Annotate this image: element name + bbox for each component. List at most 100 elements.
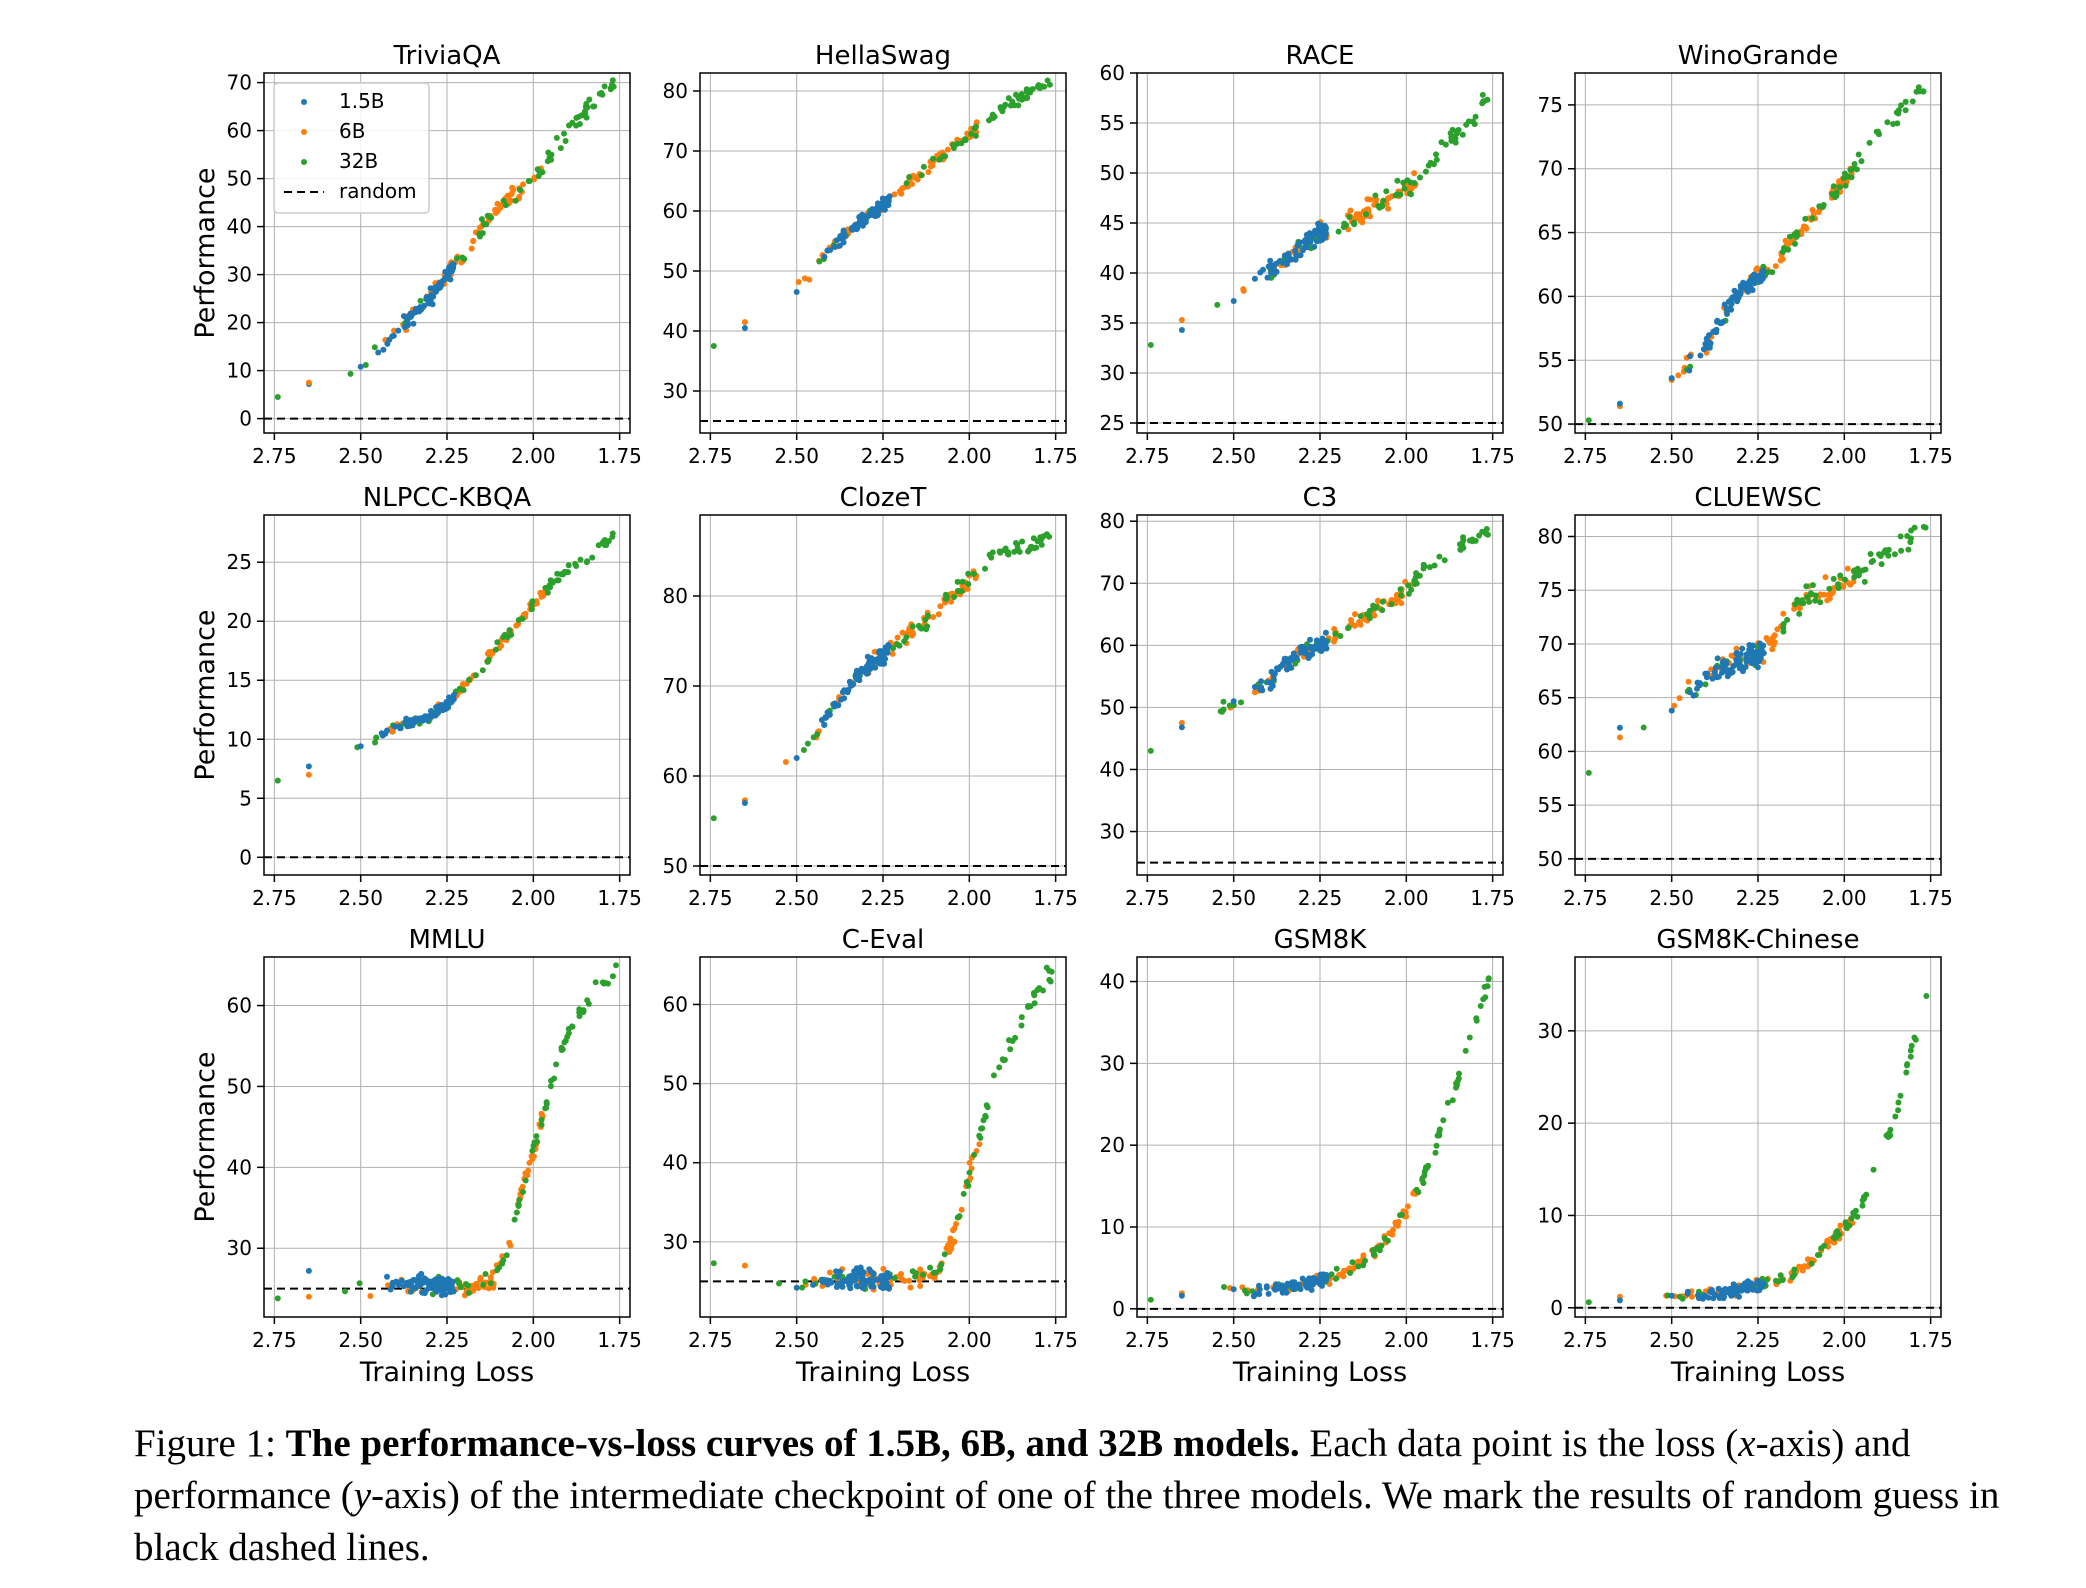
data-point-32B xyxy=(492,646,499,653)
data-point-6B xyxy=(944,146,951,153)
data-point-32B xyxy=(456,685,463,692)
data-point-32B xyxy=(1349,1259,1356,1266)
data-point-1_5B xyxy=(827,247,834,253)
data-point-6B xyxy=(1354,1259,1361,1265)
data-point-32B xyxy=(1854,1213,1861,1220)
data-point-1_5B xyxy=(844,1276,850,1283)
data-point-6B xyxy=(929,162,936,169)
axes-frame xyxy=(1574,72,1942,434)
scatter-points xyxy=(274,77,617,400)
legend-label: random xyxy=(339,179,417,203)
y-tick-label: 25 xyxy=(1100,411,1125,435)
data-point-32B xyxy=(1379,607,1386,614)
x-tick-label: 2.25 xyxy=(1298,1328,1343,1352)
caption-title: The performance-vs-loss curves of 1.5B, … xyxy=(285,1422,1300,1465)
data-point-6B xyxy=(1689,1293,1695,1300)
data-point-32B xyxy=(572,560,579,567)
y-tick-label: 50 xyxy=(663,854,688,878)
data-point-32B xyxy=(982,565,988,572)
y-tick-label: 35 xyxy=(1100,311,1125,335)
data-point-1_5B xyxy=(1695,1292,1701,1299)
data-point-32B xyxy=(1791,1266,1798,1273)
data-point-1_5B xyxy=(872,207,879,213)
data-point-32B xyxy=(1916,88,1923,95)
data-point-6B xyxy=(917,1266,924,1273)
y-tick-label: 40 xyxy=(1100,757,1125,781)
data-point-1_5B xyxy=(1264,679,1271,686)
data-point-1_5B xyxy=(1313,637,1320,644)
data-point-32B xyxy=(592,979,599,986)
data-point-32B xyxy=(1440,1117,1447,1124)
data-point-32B xyxy=(1355,1263,1362,1270)
data-point-1_5B xyxy=(424,297,431,304)
data-point-1_5B xyxy=(1759,1282,1766,1289)
y-tick-label: 30 xyxy=(1100,820,1125,844)
data-point-32B xyxy=(560,571,567,578)
data-point-1_5B xyxy=(1307,238,1314,245)
y-tick-label: 75 xyxy=(1538,578,1563,602)
scatter-points xyxy=(1147,526,1491,754)
y-tick-label: 0 xyxy=(1112,1297,1125,1321)
data-point-32B xyxy=(1449,1097,1456,1104)
data-point-32B xyxy=(1466,1034,1473,1041)
data-point-6B xyxy=(1780,610,1787,617)
data-point-1_5B xyxy=(404,322,411,329)
data-point-1_5B xyxy=(1311,243,1318,250)
data-point-1_5B xyxy=(436,280,443,287)
data-point-1_5B xyxy=(421,1290,428,1297)
data-point-6B xyxy=(1798,1264,1805,1271)
data-point-1_5B xyxy=(1724,673,1731,680)
data-point-32B xyxy=(1473,1017,1480,1024)
data-point-32B xyxy=(776,1280,782,1287)
data-point-32B xyxy=(559,1046,566,1053)
data-point-32B xyxy=(1817,599,1824,606)
data-point-32B xyxy=(1147,747,1154,754)
data-point-32B xyxy=(1366,607,1373,614)
data-point-32B xyxy=(1855,151,1862,158)
data-point-32B xyxy=(607,85,614,92)
data-point-1_5B xyxy=(879,1278,885,1285)
data-point-32B xyxy=(1908,527,1915,534)
data-point-32B xyxy=(1477,1003,1484,1009)
data-point-32B xyxy=(1907,539,1914,546)
data-point-32B xyxy=(941,1251,948,1258)
data-point-6B xyxy=(1733,645,1740,652)
data-point-32B xyxy=(1456,1070,1462,1077)
data-point-32B xyxy=(1015,93,1022,100)
data-point-1_5B xyxy=(1754,1278,1761,1285)
data-point-32B xyxy=(1480,996,1487,1003)
data-point-1_5B xyxy=(1734,650,1740,656)
data-point-32B xyxy=(1898,102,1904,109)
data-point-1_5B xyxy=(878,1273,885,1280)
data-point-32B xyxy=(937,1266,944,1273)
data-point-1_5B xyxy=(1309,1278,1316,1285)
x-tick-label: 2.25 xyxy=(1736,886,1781,910)
data-point-6B xyxy=(947,1238,954,1245)
data-point-32B xyxy=(1241,1287,1248,1294)
y-tick-label: 50 xyxy=(663,1072,688,1096)
x-tick-label: 1.75 xyxy=(1033,444,1078,468)
data-point-32B xyxy=(1903,1069,1910,1076)
data-point-1_5B xyxy=(447,1278,454,1284)
data-point-1_5B xyxy=(1277,663,1284,670)
data-point-32B xyxy=(602,979,609,986)
data-point-1_5B xyxy=(875,211,882,218)
data-point-32B xyxy=(906,174,913,180)
data-point-32B xyxy=(1221,1284,1227,1290)
data-point-32B xyxy=(1022,95,1029,101)
data-point-32B xyxy=(920,163,927,170)
data-point-32B xyxy=(1420,561,1427,568)
data-point-32B xyxy=(586,96,593,103)
y-tick-label: 65 xyxy=(1538,686,1563,710)
data-point-1_5B xyxy=(1714,655,1721,662)
scatter-points xyxy=(1585,993,1930,1306)
data-point-1_5B xyxy=(831,244,838,250)
data-point-32B xyxy=(465,1282,472,1289)
data-point-32B xyxy=(1405,582,1412,589)
data-point-6B xyxy=(1782,237,1789,244)
data-point-1_5B xyxy=(1616,724,1623,731)
legend-label: 32B xyxy=(339,149,378,173)
data-point-1_5B xyxy=(824,709,831,716)
scatter-points xyxy=(710,531,1053,822)
data-point-32B xyxy=(565,562,572,569)
